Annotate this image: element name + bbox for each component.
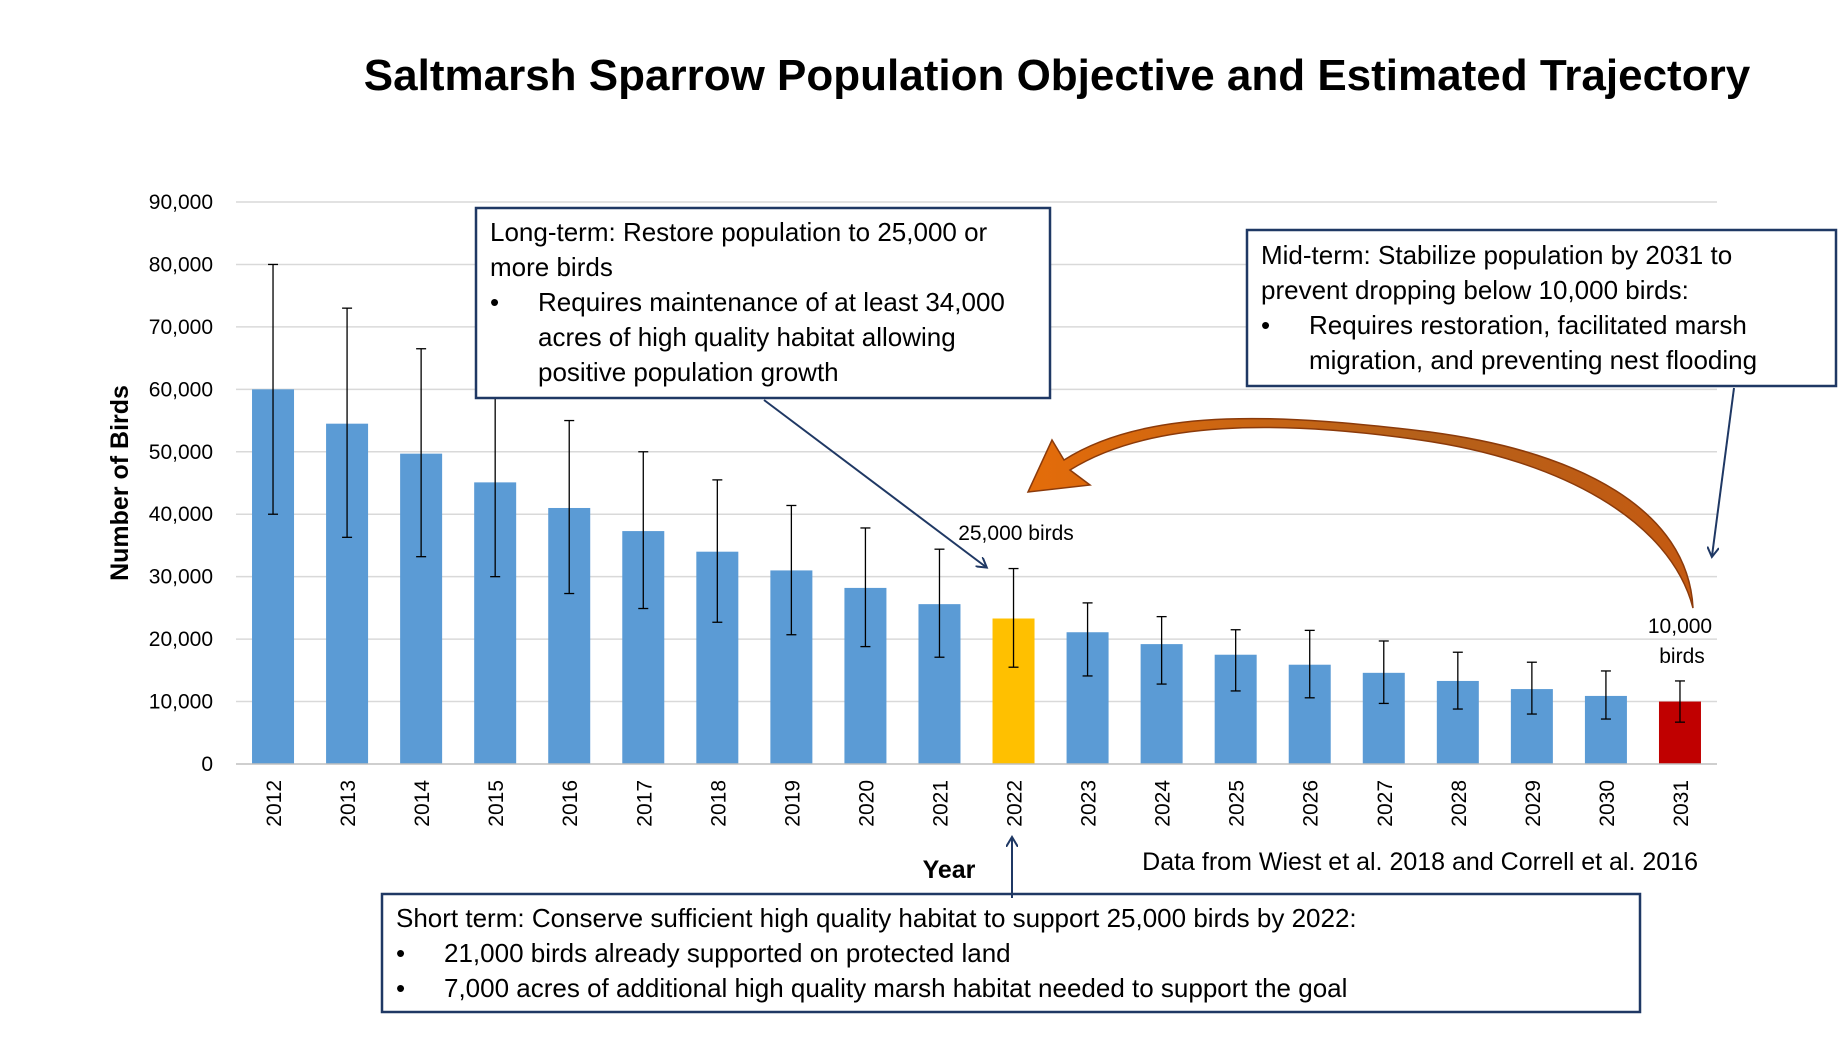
error-bar-2020: [860, 527, 871, 648]
x-tick-label: 2018: [707, 780, 730, 827]
x-tick-label: 2031: [1670, 780, 1693, 827]
svg-text:Requires maintenance of at lea: Requires maintenance of at least 34,000: [538, 287, 1005, 317]
x-tick-label: 2022: [1004, 780, 1027, 827]
svg-text:positive population growth: positive population growth: [538, 357, 839, 387]
x-tick-label: 2015: [485, 780, 508, 827]
error-bar-2023: [1082, 602, 1093, 677]
label-2022: 25,000 birds: [958, 522, 1074, 545]
y-tick-label: 50,000: [149, 441, 213, 464]
x-tick-label: 2017: [633, 780, 656, 827]
error-bar-2014: [416, 348, 427, 558]
y-tick-label: 20,000: [149, 628, 213, 651]
svg-text:Long-term: Restore population: Long-term: Restore population to 25,000 …: [490, 217, 988, 247]
bars: [252, 389, 1701, 764]
error-bar-2024: [1156, 615, 1167, 685]
svg-text:Requires restoration, facilita: Requires restoration, facilitated marsh: [1309, 310, 1747, 340]
y-tick-label: 90,000: [149, 191, 213, 214]
label-2031-line2: birds: [1659, 645, 1705, 668]
x-tick-label: 2013: [337, 780, 360, 827]
y-tick-label: 0: [201, 753, 213, 776]
error-bar-2025: [1230, 629, 1241, 692]
error-bar-2019: [786, 504, 797, 636]
x-tick-label: 2023: [1078, 780, 1101, 827]
svg-text:acres of high quality habitat: acres of high quality habitat allowing: [538, 322, 956, 352]
error-bar-2021: [934, 548, 945, 658]
y-tick-label: 10,000: [149, 691, 213, 714]
svg-text:Mid-term: Stabilize population: Mid-term: Stabilize population by 2031 t…: [1261, 240, 1732, 270]
svg-text:21,000 birds already supported: 21,000 birds already supported on protec…: [444, 938, 1011, 968]
chart-title: Saltmarsh Sparrow Population Objective a…: [364, 51, 1751, 100]
long-term-pointer-arrow: [763, 399, 986, 567]
x-tick-label: 2021: [929, 780, 952, 827]
y-tick-label: 40,000: [149, 503, 213, 526]
error-bar-2022: [1008, 567, 1019, 668]
y-tick-label: 30,000: [149, 566, 213, 589]
svg-text:more birds: more birds: [490, 252, 613, 282]
svg-text:Short term: Conserve sufficien: Short term: Conserve sufficient high qua…: [396, 903, 1357, 933]
x-tick-label: 2012: [263, 780, 286, 827]
error-bar-2029: [1526, 661, 1537, 715]
x-tick-label: 2029: [1522, 780, 1545, 827]
error-bar-2030: [1600, 670, 1611, 720]
short-term-callout: Short term: Conserve sufficient high qua…: [380, 892, 1642, 1014]
y-tick-label: 80,000: [149, 253, 213, 276]
error-bar-2012: [268, 263, 279, 515]
x-tick-label: 2027: [1374, 780, 1397, 827]
x-tick-label: 2025: [1226, 780, 1249, 827]
error-bar-2013: [342, 307, 353, 538]
error-bar-2026: [1304, 629, 1315, 699]
error-bars: [268, 263, 1685, 723]
error-bar-2016: [564, 419, 575, 595]
x-tick-label: 2030: [1596, 780, 1619, 827]
x-tick-label: 2024: [1152, 780, 1175, 827]
curved-arrow: [1026, 417, 1694, 609]
x-tick-label: 2026: [1300, 780, 1323, 827]
x-tick-label: 2019: [781, 780, 804, 827]
long-term-callout: Long-term: Restore population to 25,000 …: [474, 206, 1052, 400]
x-tick-label: 2016: [559, 780, 582, 827]
svg-text:•: •: [1261, 310, 1270, 340]
label-2031-line1: 10,000: [1648, 615, 1712, 638]
y-tick-label: 70,000: [149, 316, 213, 339]
x-tick-label: 2020: [855, 780, 878, 827]
svg-text:•: •: [396, 973, 405, 1003]
x-tick-label: 2014: [411, 780, 434, 827]
svg-text:prevent dropping below 10,000: prevent dropping below 10,000 birds:: [1261, 275, 1689, 305]
y-axis-ticks: 0 10,000 20,000 30,000 40,000 50,000 60,000 70,…: [149, 191, 213, 776]
y-axis-title: Number of Birds: [106, 385, 134, 581]
svg-text:7,000 acres of additional high: 7,000 acres of additional high quality m…: [444, 973, 1347, 1003]
svg-text:•: •: [396, 938, 405, 968]
x-axis-ticks: 2012 2013 2014 2015 2016 2017 2018 2019 2020 2021…: [263, 780, 1693, 827]
x-axis-title: Year: [923, 856, 976, 884]
error-bar-2031: [1674, 680, 1685, 723]
source-note: Data from Wiest et al. 2018 and Correll …: [1142, 848, 1698, 876]
error-bar-2028: [1452, 651, 1463, 710]
error-bar-2017: [638, 451, 649, 610]
mid-term-pointer-arrow: [1712, 387, 1735, 556]
error-bar-2018: [712, 479, 723, 623]
x-tick-label: 2028: [1448, 780, 1471, 827]
y-tick-label: 60,000: [149, 378, 213, 401]
mid-term-callout: Mid-term: Stabilize population by 2031 t…: [1245, 228, 1838, 388]
error-bar-2027: [1378, 640, 1389, 705]
svg-text:migration, and preventing nest: migration, and preventing nest flooding: [1309, 345, 1757, 375]
svg-text:•: •: [490, 287, 499, 317]
